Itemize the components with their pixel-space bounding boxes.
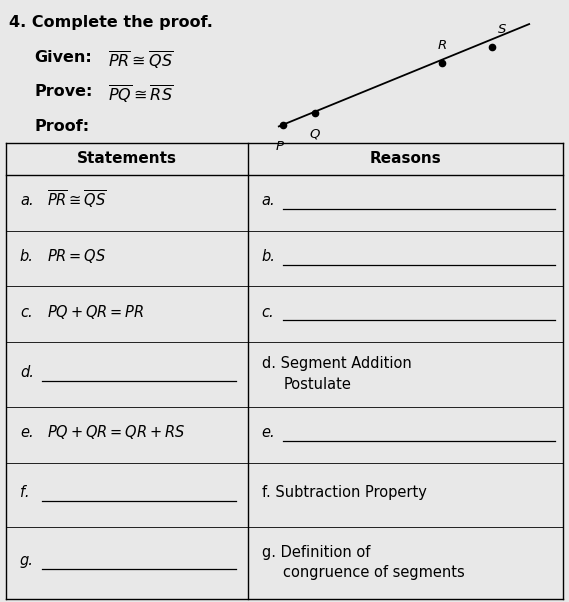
Text: e.: e. (262, 425, 275, 440)
Text: Q: Q (310, 128, 320, 141)
Text: Statements: Statements (77, 152, 176, 166)
Text: $\overline{PR} \cong \overline{QS}$: $\overline{PR} \cong \overline{QS}$ (108, 50, 174, 72)
Text: $\overline{PR} \cong \overline{QS}$: $\overline{PR} \cong \overline{QS}$ (47, 189, 107, 211)
Text: d. Segment Addition: d. Segment Addition (262, 356, 411, 371)
Text: $PQ + QR = QR + RS$: $PQ + QR = QR + RS$ (47, 423, 185, 441)
Text: $PR = QS$: $PR = QS$ (47, 247, 106, 265)
Text: b.: b. (262, 249, 275, 264)
Text: c.: c. (20, 305, 32, 320)
Text: a.: a. (20, 193, 34, 208)
Text: $PQ + QR = PR$: $PQ + QR = PR$ (47, 303, 145, 321)
Text: 4. Complete the proof.: 4. Complete the proof. (9, 15, 212, 30)
Text: $\overline{PQ} \cong \overline{RS}$: $\overline{PQ} \cong \overline{RS}$ (108, 84, 174, 107)
Text: Postulate: Postulate (283, 377, 351, 392)
Text: c.: c. (262, 305, 274, 320)
Text: R: R (438, 39, 447, 52)
Text: P: P (276, 140, 284, 153)
Text: e.: e. (20, 425, 34, 440)
Text: d.: d. (20, 365, 34, 380)
Text: g.: g. (20, 553, 34, 568)
Text: Reasons: Reasons (369, 152, 442, 166)
Text: Prove:: Prove: (34, 84, 93, 99)
Text: congruence of segments: congruence of segments (283, 565, 465, 580)
Text: Given:: Given: (34, 50, 92, 65)
Text: S: S (498, 23, 506, 36)
Text: f.: f. (20, 485, 30, 500)
Text: b.: b. (20, 249, 34, 264)
Text: a.: a. (262, 193, 275, 208)
Text: g. Definition of: g. Definition of (262, 545, 370, 560)
Text: Proof:: Proof: (34, 119, 89, 134)
Text: f. Subtraction Property: f. Subtraction Property (262, 485, 427, 500)
